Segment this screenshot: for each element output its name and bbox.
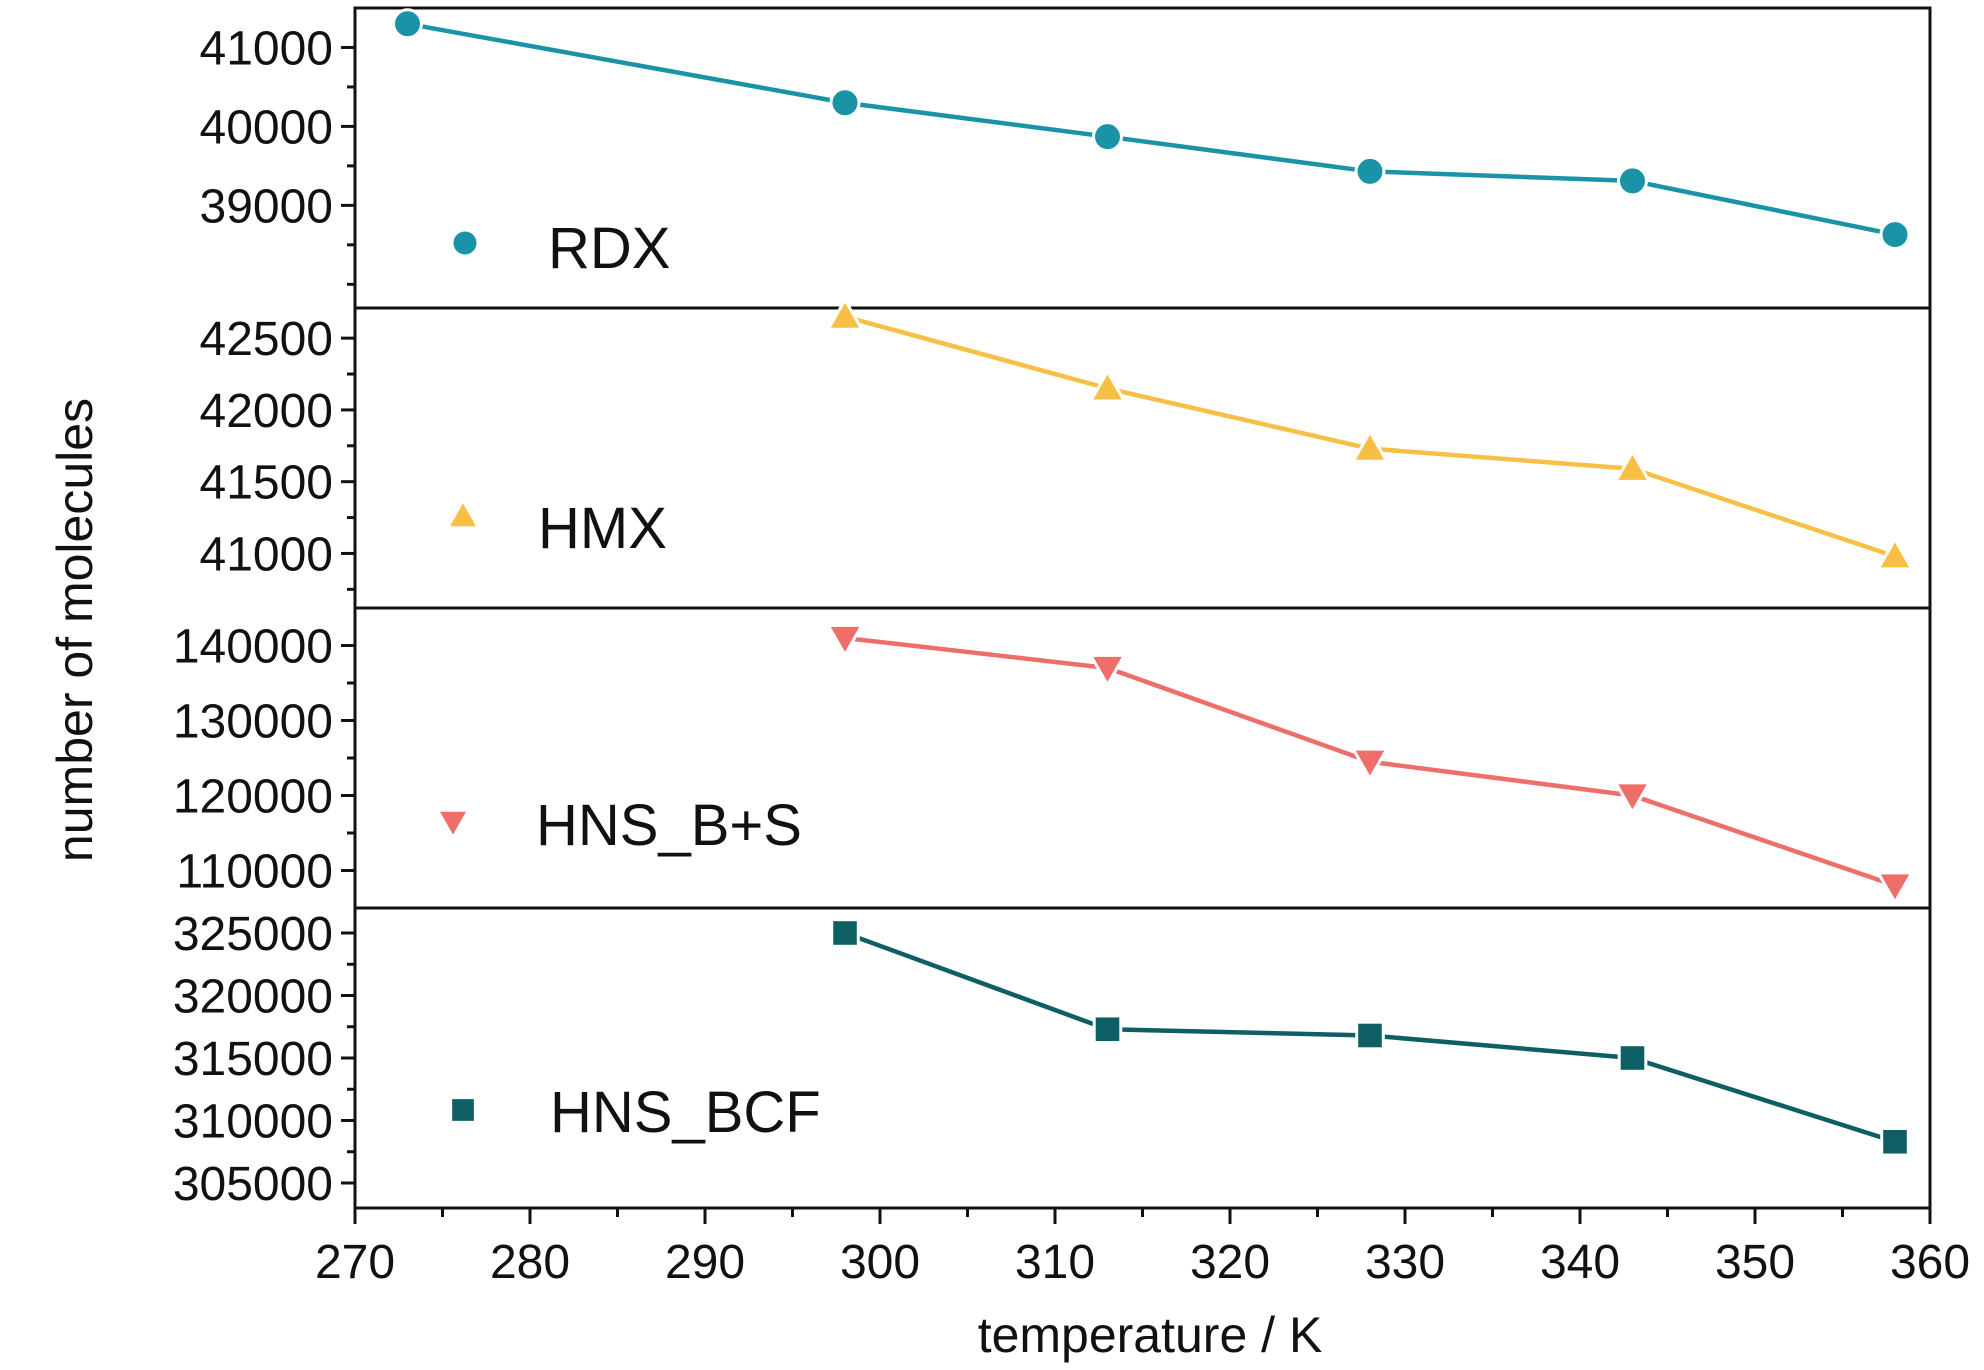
y-tick-label: 310000 <box>173 1096 333 1149</box>
legend-marker <box>450 228 480 258</box>
series-line <box>407 21 1896 237</box>
legend-label: RDX <box>548 216 670 281</box>
y-tick-label: 110000 <box>176 846 333 899</box>
panel-rdx: 39000 40000 41000 RDX <box>200 6 1932 310</box>
x-tick-label: 340 <box>1540 1236 1620 1289</box>
data-point <box>1354 155 1386 187</box>
y-tick-label: 41000 <box>200 528 333 581</box>
x-tick-label: 330 <box>1365 1236 1445 1289</box>
x-tick-label: 270 <box>315 1236 395 1289</box>
panel-frame <box>353 306 1932 610</box>
y-tick-label: 42500 <box>200 313 333 366</box>
x-tick-label: 350 <box>1715 1236 1795 1289</box>
panel-hmx: 41000 41500 42000 42500 HMX <box>200 296 1932 610</box>
data-point <box>1875 536 1915 571</box>
y-tick-label: 325000 <box>173 908 333 961</box>
data-point <box>1092 1014 1123 1045</box>
panel-frame <box>353 606 1932 910</box>
data-point <box>830 918 860 948</box>
data-point <box>825 296 865 331</box>
data-point <box>1613 448 1652 483</box>
y-tick-label: 120000 <box>173 771 333 824</box>
x-axis-label: temperature / K <box>978 1307 1323 1363</box>
panel-hns-bcf: 305000 310000 315000 320000 325000 HNS_BCF <box>173 906 1932 1211</box>
data-point <box>1880 1126 1910 1157</box>
legend-label: HMX <box>538 496 667 561</box>
y-tick-label: 42000 <box>200 385 333 438</box>
y-tick-label: 39000 <box>200 180 333 233</box>
data-point <box>1875 871 1915 906</box>
data-point <box>1092 121 1123 153</box>
data-point <box>1088 368 1127 403</box>
panel-hns-b-s: 110000 120000 130000 140000 HNS_B+S <box>173 606 1932 910</box>
x-tick-label: 300 <box>840 1236 920 1289</box>
y-tick-label: 40000 <box>200 101 333 154</box>
legend-marker <box>434 808 472 841</box>
x-tick-label: 310 <box>1015 1236 1095 1289</box>
x-tick-label: 280 <box>490 1236 570 1289</box>
data-point <box>1355 1020 1385 1051</box>
legend-marker <box>449 1096 477 1124</box>
data-point <box>1879 219 1911 251</box>
x-axis: 270 280 290 300 310 320 330 340 350 360 <box>315 1208 1970 1289</box>
y-tick-label: 130000 <box>173 696 333 749</box>
y-tick-label: 140000 <box>173 621 333 674</box>
legend-marker <box>444 497 482 530</box>
x-tick-label: 290 <box>665 1236 745 1289</box>
x-tick-label: 360 <box>1890 1236 1970 1289</box>
data-point <box>1350 428 1390 463</box>
data-point <box>1088 653 1127 688</box>
y-tick-label: 41500 <box>200 457 333 510</box>
y-tick-label: 315000 <box>173 1033 333 1086</box>
data-point <box>1617 165 1648 197</box>
data-point <box>825 623 865 658</box>
y-tick-label: 41000 <box>200 22 333 75</box>
data-point <box>829 87 861 119</box>
y-axis-label: number of molecules <box>47 398 103 862</box>
data-point <box>392 8 423 40</box>
panel-frame <box>353 906 1932 1210</box>
data-point <box>1613 781 1652 816</box>
legend-label: HNS_BCF <box>550 1080 821 1145</box>
data-point <box>1617 1043 1648 1073</box>
legend-label: HNS_B+S <box>536 793 802 858</box>
panels-layer: 39000 40000 41000 RDX 41000 41500 42000 42500 HM… <box>173 6 1932 1211</box>
y-tick-label: 320000 <box>173 971 333 1024</box>
x-tick-label: 320 <box>1190 1236 1270 1289</box>
data-point <box>1350 747 1390 782</box>
y-tick-label: 305000 <box>173 1158 333 1211</box>
